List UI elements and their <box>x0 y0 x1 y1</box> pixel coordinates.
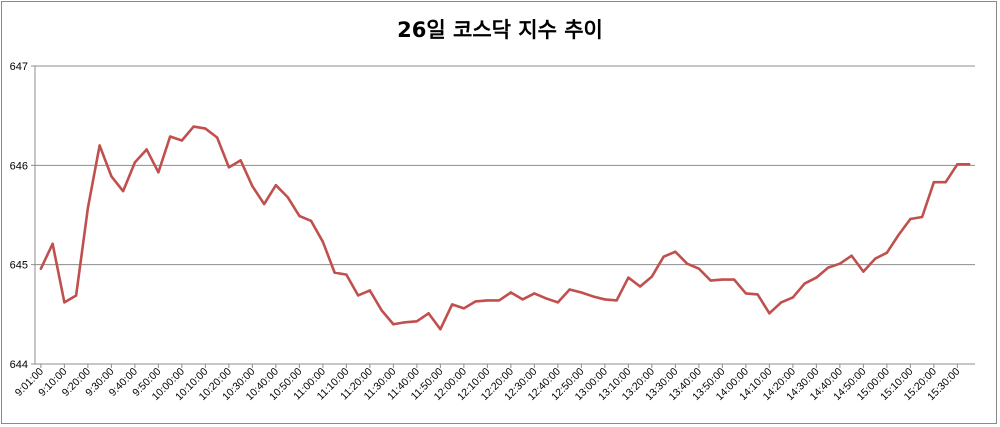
data-point <box>63 301 66 304</box>
data-point <box>251 184 254 188</box>
data-point <box>345 273 348 276</box>
data-point <box>920 215 924 219</box>
data-point <box>709 279 712 282</box>
data-point <box>51 242 54 246</box>
data-point <box>486 299 489 302</box>
series-line <box>39 125 971 331</box>
data-point <box>756 293 759 296</box>
data-point <box>392 323 395 326</box>
data-point <box>509 291 513 294</box>
y-tick-label: 646 <box>10 160 28 172</box>
y-tick-label: 644 <box>10 359 28 371</box>
data-point <box>427 312 430 315</box>
data-point <box>39 267 43 270</box>
axes <box>34 66 975 365</box>
data-point <box>368 289 372 292</box>
y-tick-label: 647 <box>10 61 28 73</box>
data-point <box>180 139 184 142</box>
data-point <box>885 251 889 254</box>
data-point <box>603 298 607 301</box>
data-point <box>462 307 466 310</box>
chart-title: 26일 코스닥 지수 추이 <box>397 18 603 42</box>
data-point <box>944 181 947 184</box>
data-point <box>768 312 771 315</box>
data-point <box>415 320 419 323</box>
data-point <box>98 144 101 147</box>
data-point <box>791 296 795 299</box>
data-point <box>638 285 642 288</box>
data-point <box>697 267 701 270</box>
data-point <box>298 214 301 218</box>
data-point <box>521 298 524 301</box>
data-point <box>591 295 595 298</box>
data-point <box>909 217 912 221</box>
data-point <box>157 171 160 174</box>
data-point <box>497 299 501 302</box>
data-point <box>533 292 536 295</box>
data-point <box>121 189 125 193</box>
data-point <box>145 148 148 151</box>
data-point <box>556 301 560 304</box>
data-point <box>286 195 289 199</box>
data-point <box>168 135 172 138</box>
y-tick-label: 645 <box>10 260 28 272</box>
data-point <box>815 276 818 279</box>
data-point <box>86 206 90 210</box>
data-point <box>74 294 78 297</box>
data-point <box>133 161 137 164</box>
series-layer <box>39 125 971 331</box>
data-point <box>615 299 618 302</box>
data-point <box>321 240 325 244</box>
data-point <box>956 163 959 166</box>
data-point <box>779 301 783 304</box>
x-axis-ticks: 9:01:009:10:009:20:009:30:009:40:009:50:… <box>13 364 963 403</box>
data-point <box>309 219 313 223</box>
data-point <box>967 163 971 166</box>
data-point <box>544 297 548 300</box>
data-point <box>873 257 877 260</box>
data-point <box>721 278 724 281</box>
data-point <box>568 288 571 291</box>
data-point <box>685 262 689 265</box>
data-point <box>204 127 207 130</box>
data-point <box>192 125 195 128</box>
data-point <box>239 159 242 162</box>
data-point <box>380 309 383 312</box>
data-point <box>474 300 477 303</box>
data-point <box>826 266 830 269</box>
data-point <box>356 294 360 297</box>
y-axis-ticks: 644 645 646 647 <box>10 61 35 371</box>
data-point <box>274 184 278 187</box>
data-point <box>439 328 442 331</box>
data-point <box>215 136 219 139</box>
data-point <box>110 175 113 178</box>
data-point <box>580 291 583 294</box>
data-point <box>227 166 231 169</box>
data-point <box>403 321 407 324</box>
data-point <box>932 181 936 184</box>
data-point <box>732 278 736 281</box>
data-point <box>627 276 630 279</box>
data-point <box>674 250 677 253</box>
data-point <box>862 270 865 273</box>
gridlines <box>35 65 975 266</box>
data-point <box>838 262 842 265</box>
data-point <box>850 254 853 257</box>
data-point <box>333 271 336 274</box>
data-point <box>897 233 900 237</box>
data-point <box>803 282 806 285</box>
data-point <box>650 275 654 278</box>
data-point <box>262 202 266 206</box>
data-point <box>744 292 748 295</box>
data-point <box>662 255 665 258</box>
data-point <box>450 303 454 306</box>
